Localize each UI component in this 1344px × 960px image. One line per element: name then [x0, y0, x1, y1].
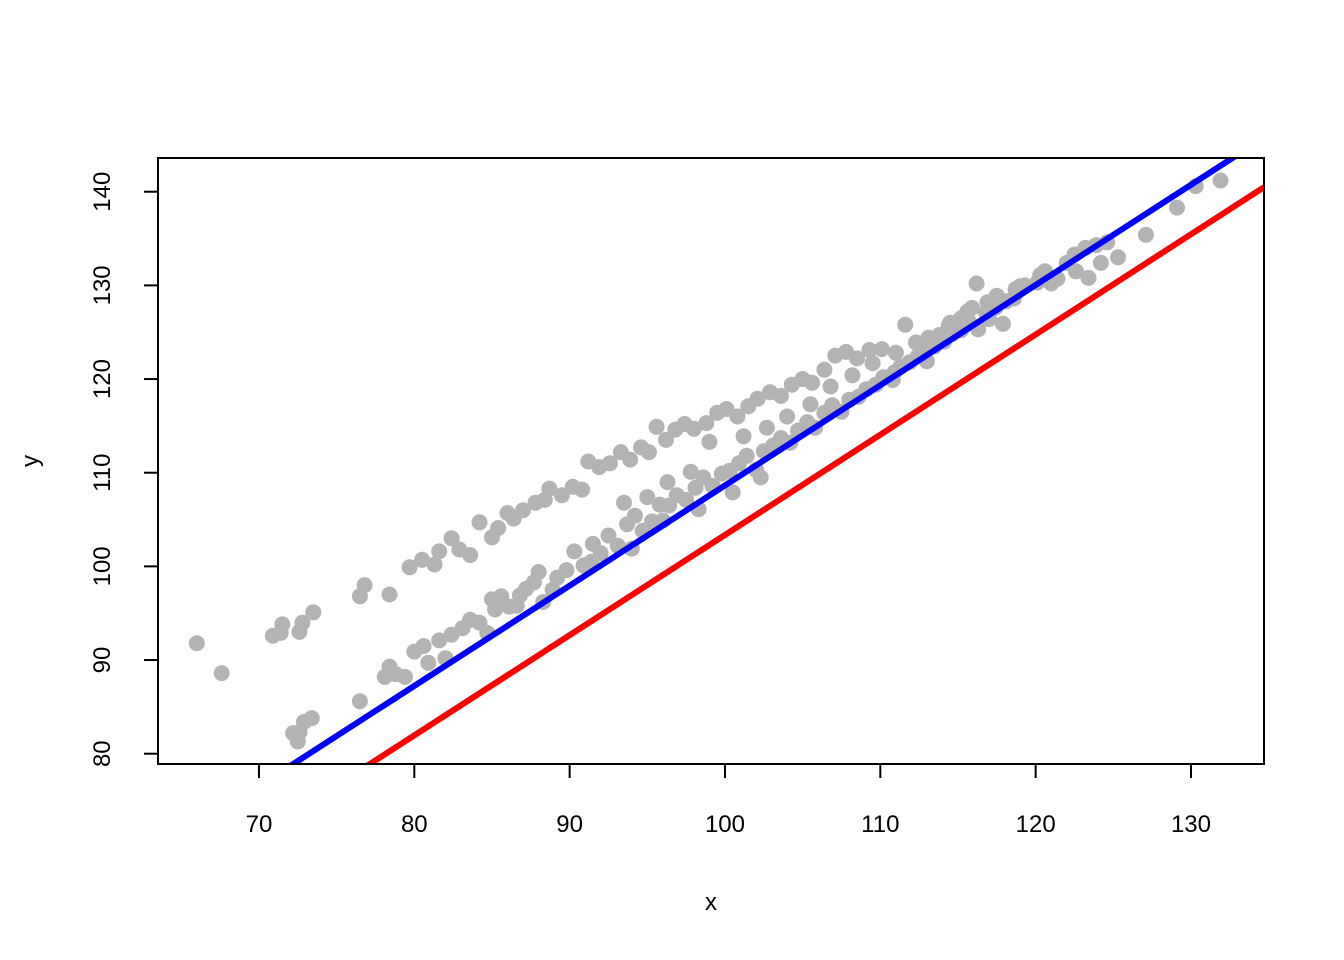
- data-point: [600, 527, 617, 544]
- data-point: [213, 665, 230, 682]
- data-point: [802, 396, 819, 413]
- y-tick-label: 80: [89, 740, 116, 767]
- data-point: [752, 469, 769, 486]
- data-point: [381, 586, 398, 603]
- y-tick-label: 110: [89, 454, 116, 492]
- y-axis-label: y: [17, 455, 44, 467]
- data-point: [816, 361, 833, 378]
- data-point: [735, 428, 752, 445]
- data-point: [490, 520, 507, 536]
- data-point: [887, 344, 904, 361]
- data-point: [968, 275, 985, 292]
- data-point: [515, 502, 531, 519]
- x-tick-label: 80: [401, 811, 428, 838]
- data-point: [873, 341, 890, 358]
- data-point: [861, 342, 878, 358]
- x-tick-label: 70: [246, 811, 273, 838]
- data-point: [729, 408, 746, 425]
- data-point: [566, 543, 583, 560]
- data-point: [414, 551, 431, 568]
- data-point: [701, 433, 718, 450]
- x-axis: 70 80 90 100 110 120 130: [246, 763, 1211, 838]
- data-point: [462, 547, 479, 564]
- data-point: [487, 601, 504, 618]
- data-point: [682, 463, 699, 480]
- y-tick-label: 120: [89, 359, 116, 399]
- data-point: [426, 556, 443, 573]
- data-point: [1169, 199, 1185, 216]
- data-point: [351, 693, 368, 710]
- data-point: [659, 474, 676, 491]
- x-tick-label: 110: [861, 811, 899, 838]
- data-point: [640, 444, 657, 461]
- data-point: [1080, 269, 1097, 286]
- data-point: [849, 350, 865, 367]
- data-point: [626, 507, 643, 524]
- data-point: [678, 491, 695, 508]
- data-point: [1092, 254, 1109, 271]
- data-point: [558, 562, 575, 579]
- data-point: [1068, 263, 1084, 280]
- data-point: [511, 587, 528, 604]
- data-point: [303, 710, 320, 727]
- data-point: [574, 481, 591, 498]
- data-point: [401, 559, 418, 576]
- data-point: [294, 614, 311, 631]
- y-tick-label: 130: [89, 265, 116, 305]
- data-point: [431, 543, 448, 560]
- data-point: [648, 418, 665, 435]
- data-point: [940, 317, 957, 334]
- x-tick-label: 130: [1171, 811, 1211, 838]
- data-point: [443, 530, 460, 547]
- x-tick-label: 120: [1016, 811, 1056, 838]
- data-point: [738, 447, 755, 464]
- data-point: [397, 668, 413, 685]
- data-point: [959, 303, 976, 320]
- data-point: [541, 480, 558, 497]
- y-tick-label: 100: [89, 546, 116, 586]
- data-point: [639, 489, 656, 506]
- data-point: [530, 564, 547, 580]
- data-point: [1212, 172, 1229, 189]
- y-tick-label: 140: [89, 172, 116, 212]
- data-point: [758, 419, 775, 436]
- data-point: [188, 635, 205, 652]
- data-point: [804, 374, 820, 391]
- data-point: [415, 638, 432, 654]
- data-point: [995, 315, 1011, 332]
- data-point: [698, 415, 715, 432]
- red-line: [364, 184, 1264, 764]
- data-point: [779, 408, 796, 425]
- data-point: [274, 616, 291, 633]
- data-point: [749, 390, 766, 407]
- data-point: [616, 494, 632, 511]
- data-point: [897, 316, 914, 333]
- fitted-lines: [287, 158, 1264, 764]
- data-point: [685, 420, 702, 437]
- data-point: [602, 455, 618, 472]
- x-tick-label: 100: [705, 811, 745, 838]
- data-point: [356, 577, 373, 594]
- x-axis-label: x: [705, 889, 717, 916]
- data-point: [305, 604, 322, 621]
- data-point: [420, 654, 437, 671]
- data-point: [822, 378, 839, 395]
- x-tick-label: 90: [556, 811, 583, 838]
- data-point: [844, 367, 861, 384]
- blue-line: [287, 158, 1239, 764]
- data-point: [864, 355, 881, 372]
- data-point: [1110, 249, 1126, 266]
- data-point: [772, 387, 789, 404]
- data-point: [622, 451, 639, 468]
- data-point: [724, 484, 741, 501]
- y-axis: 80 90 100 110 120 130 140: [89, 172, 159, 767]
- data-point: [471, 514, 488, 531]
- data-point: [553, 487, 570, 504]
- y-tick-label: 90: [89, 647, 116, 674]
- data-point: [431, 632, 448, 649]
- data-point: [1137, 226, 1154, 243]
- data-point: [658, 431, 674, 448]
